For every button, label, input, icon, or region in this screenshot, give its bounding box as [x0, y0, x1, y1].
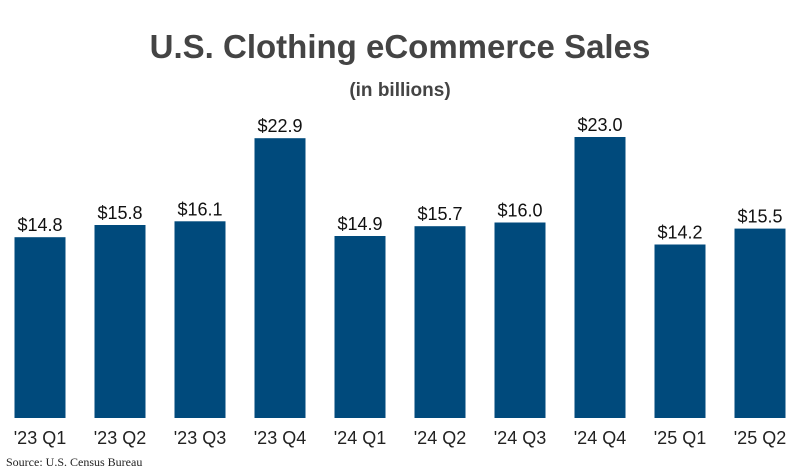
- bar: [734, 228, 786, 418]
- x-tick-label: '24 Q1: [334, 428, 386, 448]
- bar-value-label: $15.8: [97, 203, 142, 223]
- bar: [174, 221, 226, 418]
- chart-title: U.S. Clothing eCommerce Sales: [149, 28, 651, 65]
- x-tick-label: '24 Q3: [494, 428, 546, 448]
- chart-subtitle: (in billions): [349, 80, 451, 101]
- bar: [94, 225, 146, 418]
- bar: [334, 236, 386, 418]
- source-note: Source: U.S. Census Bureau: [6, 455, 143, 469]
- bar-value-label: $15.7: [417, 204, 462, 224]
- bar-value-label: $16.0: [497, 201, 542, 221]
- x-tick-label: '23 Q1: [14, 428, 66, 448]
- bar-value-label: $14.2: [657, 223, 702, 243]
- bar: [14, 237, 66, 418]
- bar: [414, 226, 466, 418]
- x-tick-label: '23 Q3: [174, 428, 226, 448]
- bar-value-label: $16.1: [177, 199, 222, 219]
- x-tick-label: '23 Q4: [254, 428, 306, 448]
- x-tick-label: '25 Q1: [654, 428, 706, 448]
- x-tick-label: '24 Q2: [414, 428, 466, 448]
- x-tick-label: '24 Q4: [574, 428, 626, 448]
- bar: [494, 222, 546, 418]
- bar: [654, 244, 706, 418]
- bar-value-label: $14.8: [17, 215, 62, 235]
- x-tick-label: '23 Q2: [94, 428, 146, 448]
- bar-value-label: $15.5: [737, 207, 782, 227]
- bar: [574, 137, 626, 418]
- bar-value-label: $23.0: [577, 115, 622, 135]
- x-tick-label: '25 Q2: [734, 428, 786, 448]
- bar-value-label: $22.9: [257, 116, 302, 136]
- bar-value-label: $14.9: [337, 214, 382, 234]
- bar: [254, 138, 306, 418]
